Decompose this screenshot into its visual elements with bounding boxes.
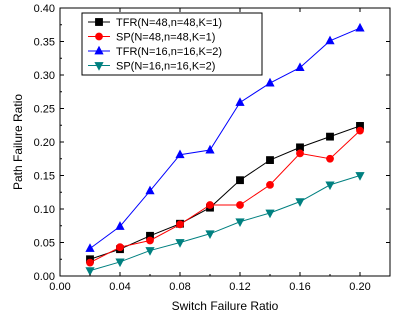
x-tick-label: 0.20: [349, 281, 370, 293]
data-point: [115, 258, 125, 268]
y-tick-label: 0.00: [34, 271, 55, 283]
legend-marker: [94, 45, 104, 55]
data-point: [145, 247, 155, 256]
y-tick-label: 0.30: [34, 70, 55, 82]
legend-label: TFR(N=16,n=16,K=2): [116, 46, 222, 58]
series-line: [89, 27, 361, 249]
data-point: [206, 201, 214, 209]
x-tick-label: 0.12: [229, 281, 250, 293]
data-point: [205, 230, 215, 240]
y-axis-label: Path Failure Ratio: [11, 94, 25, 190]
series-line: [89, 175, 361, 272]
legend-box: [81, 12, 263, 76]
data-point: [116, 243, 124, 252]
data-point: [205, 144, 215, 154]
data-point: [85, 243, 95, 252]
legend-entry: SP(N=16,n=16,K=2): [88, 61, 215, 73]
legend-marker: [95, 32, 103, 41]
data-point: [295, 62, 305, 72]
data-point: [295, 198, 305, 207]
data-point: [115, 221, 125, 230]
legend-label: SP(N=48,n=48,K=1): [116, 32, 215, 44]
data-point: [175, 149, 185, 159]
data-point: [266, 180, 274, 189]
x-tick-label: 0.00: [49, 281, 70, 293]
data-point: [325, 181, 335, 191]
legend-label: TFR(N=48,n=48,K=1): [116, 17, 222, 29]
data-point: [146, 236, 154, 245]
legend-entry: TFR(N=48,n=48,K=1): [88, 17, 222, 29]
legend-marker: [94, 62, 104, 71]
y-tick-label: 0.05: [34, 238, 55, 250]
series-4: [85, 172, 365, 276]
plot-marks: [85, 22, 365, 276]
data-point: [266, 156, 274, 164]
legend-entry: TFR(N=16,n=16,K=2): [88, 45, 222, 58]
y-tick-label: 0.40: [34, 3, 55, 15]
y-tick-label: 0.10: [34, 204, 55, 216]
y-tick-label: 0.20: [34, 137, 55, 149]
series-2: [86, 126, 364, 267]
legend-marker: [95, 18, 103, 26]
data-point: [235, 97, 245, 106]
legend: TFR(N=48,n=48,K=1) SP(N=48,n=48,K=1) TFR(N…: [81, 12, 263, 76]
x-tick-label: 0.04: [109, 281, 130, 293]
data-point: [236, 201, 244, 209]
x-tick-label: 0.16: [289, 281, 310, 293]
data-point: [355, 172, 365, 181]
data-point: [86, 258, 94, 267]
data-point: [326, 132, 334, 141]
data-point: [296, 149, 304, 158]
x-axis-label: Switch Failure Ratio: [172, 299, 279, 313]
data-point: [235, 218, 245, 227]
data-point: [325, 35, 335, 45]
data-point: [85, 267, 95, 276]
data-point: [236, 176, 244, 185]
series-line: [89, 130, 361, 264]
y-tick-label: 0.25: [34, 104, 55, 116]
data-point: [265, 77, 275, 87]
data-point: [176, 220, 184, 229]
data-point: [175, 239, 185, 248]
legend-entry: SP(N=48,n=48,K=1): [88, 32, 215, 44]
data-point: [145, 185, 155, 195]
series-3: [85, 22, 365, 252]
y-tick-label: 0.15: [34, 171, 55, 183]
data-point: [355, 22, 365, 32]
x-tick-label: 0.08: [169, 281, 190, 293]
legend-label: SP(N=16,n=16,K=2): [116, 61, 215, 73]
data-point: [265, 209, 275, 219]
axes: 0.00 0.04 0.08 0.12 0.16 0.20 0.00 0.05 0.10 0.15…: [34, 3, 390, 293]
data-point: [356, 126, 364, 135]
series-line: [89, 125, 361, 260]
y-tick-label: 0.35: [34, 37, 55, 49]
data-point: [326, 154, 334, 163]
